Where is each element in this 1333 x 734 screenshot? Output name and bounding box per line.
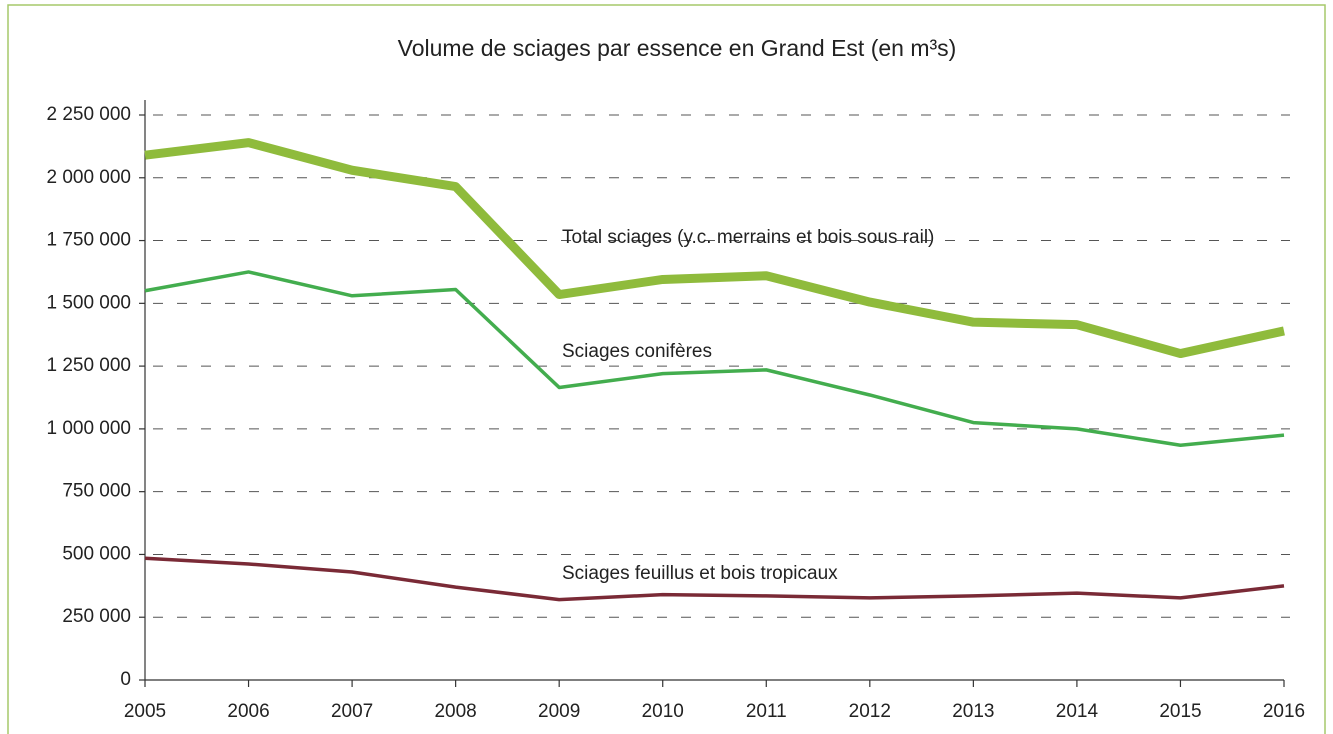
frame [7, 4, 1326, 734]
x-tick-label: 2012 [849, 701, 891, 722]
x-tick-label: 2006 [227, 701, 269, 722]
y-tick-label: 250 000 [62, 606, 131, 627]
series-line [144, 556, 1285, 602]
x-tick-label: 2014 [1056, 701, 1099, 722]
x-tick-label: 2010 [642, 701, 684, 722]
x-tick-label: 2015 [1159, 701, 1201, 722]
series-line [144, 270, 1285, 447]
y-tick-label: 1 000 000 [46, 418, 131, 439]
series-label: Sciages conifères [562, 341, 712, 362]
x-tick-label: 2011 [746, 701, 787, 722]
series-line [144, 138, 1285, 359]
y-tick-label: 1 500 000 [46, 292, 131, 313]
y-tick-label: 500 000 [62, 543, 131, 564]
y-tick-label: 0 [120, 669, 131, 690]
y-tick-label: 2 000 000 [46, 167, 131, 188]
x-tick-label: 2009 [538, 701, 580, 722]
series-label: Sciages feuillus et bois tropicaux [562, 563, 838, 584]
y-tick-label: 2 250 000 [46, 104, 131, 125]
y-tick-label: 1 250 000 [46, 355, 131, 376]
x-tick-label: 2008 [434, 701, 476, 722]
chart-title: Volume de sciages par essence en Grand E… [398, 35, 957, 61]
x-tick-label: 2016 [1263, 701, 1305, 722]
x-tick-label: 2007 [331, 701, 373, 722]
y-tick-label: 750 000 [62, 481, 131, 502]
series-label: Total sciages (y.c. merrains et bois sou… [562, 227, 934, 248]
x-tick-label: 2013 [952, 701, 994, 722]
y-tick-label: 1 750 000 [46, 230, 131, 251]
x-tick-label: 2005 [124, 701, 166, 722]
